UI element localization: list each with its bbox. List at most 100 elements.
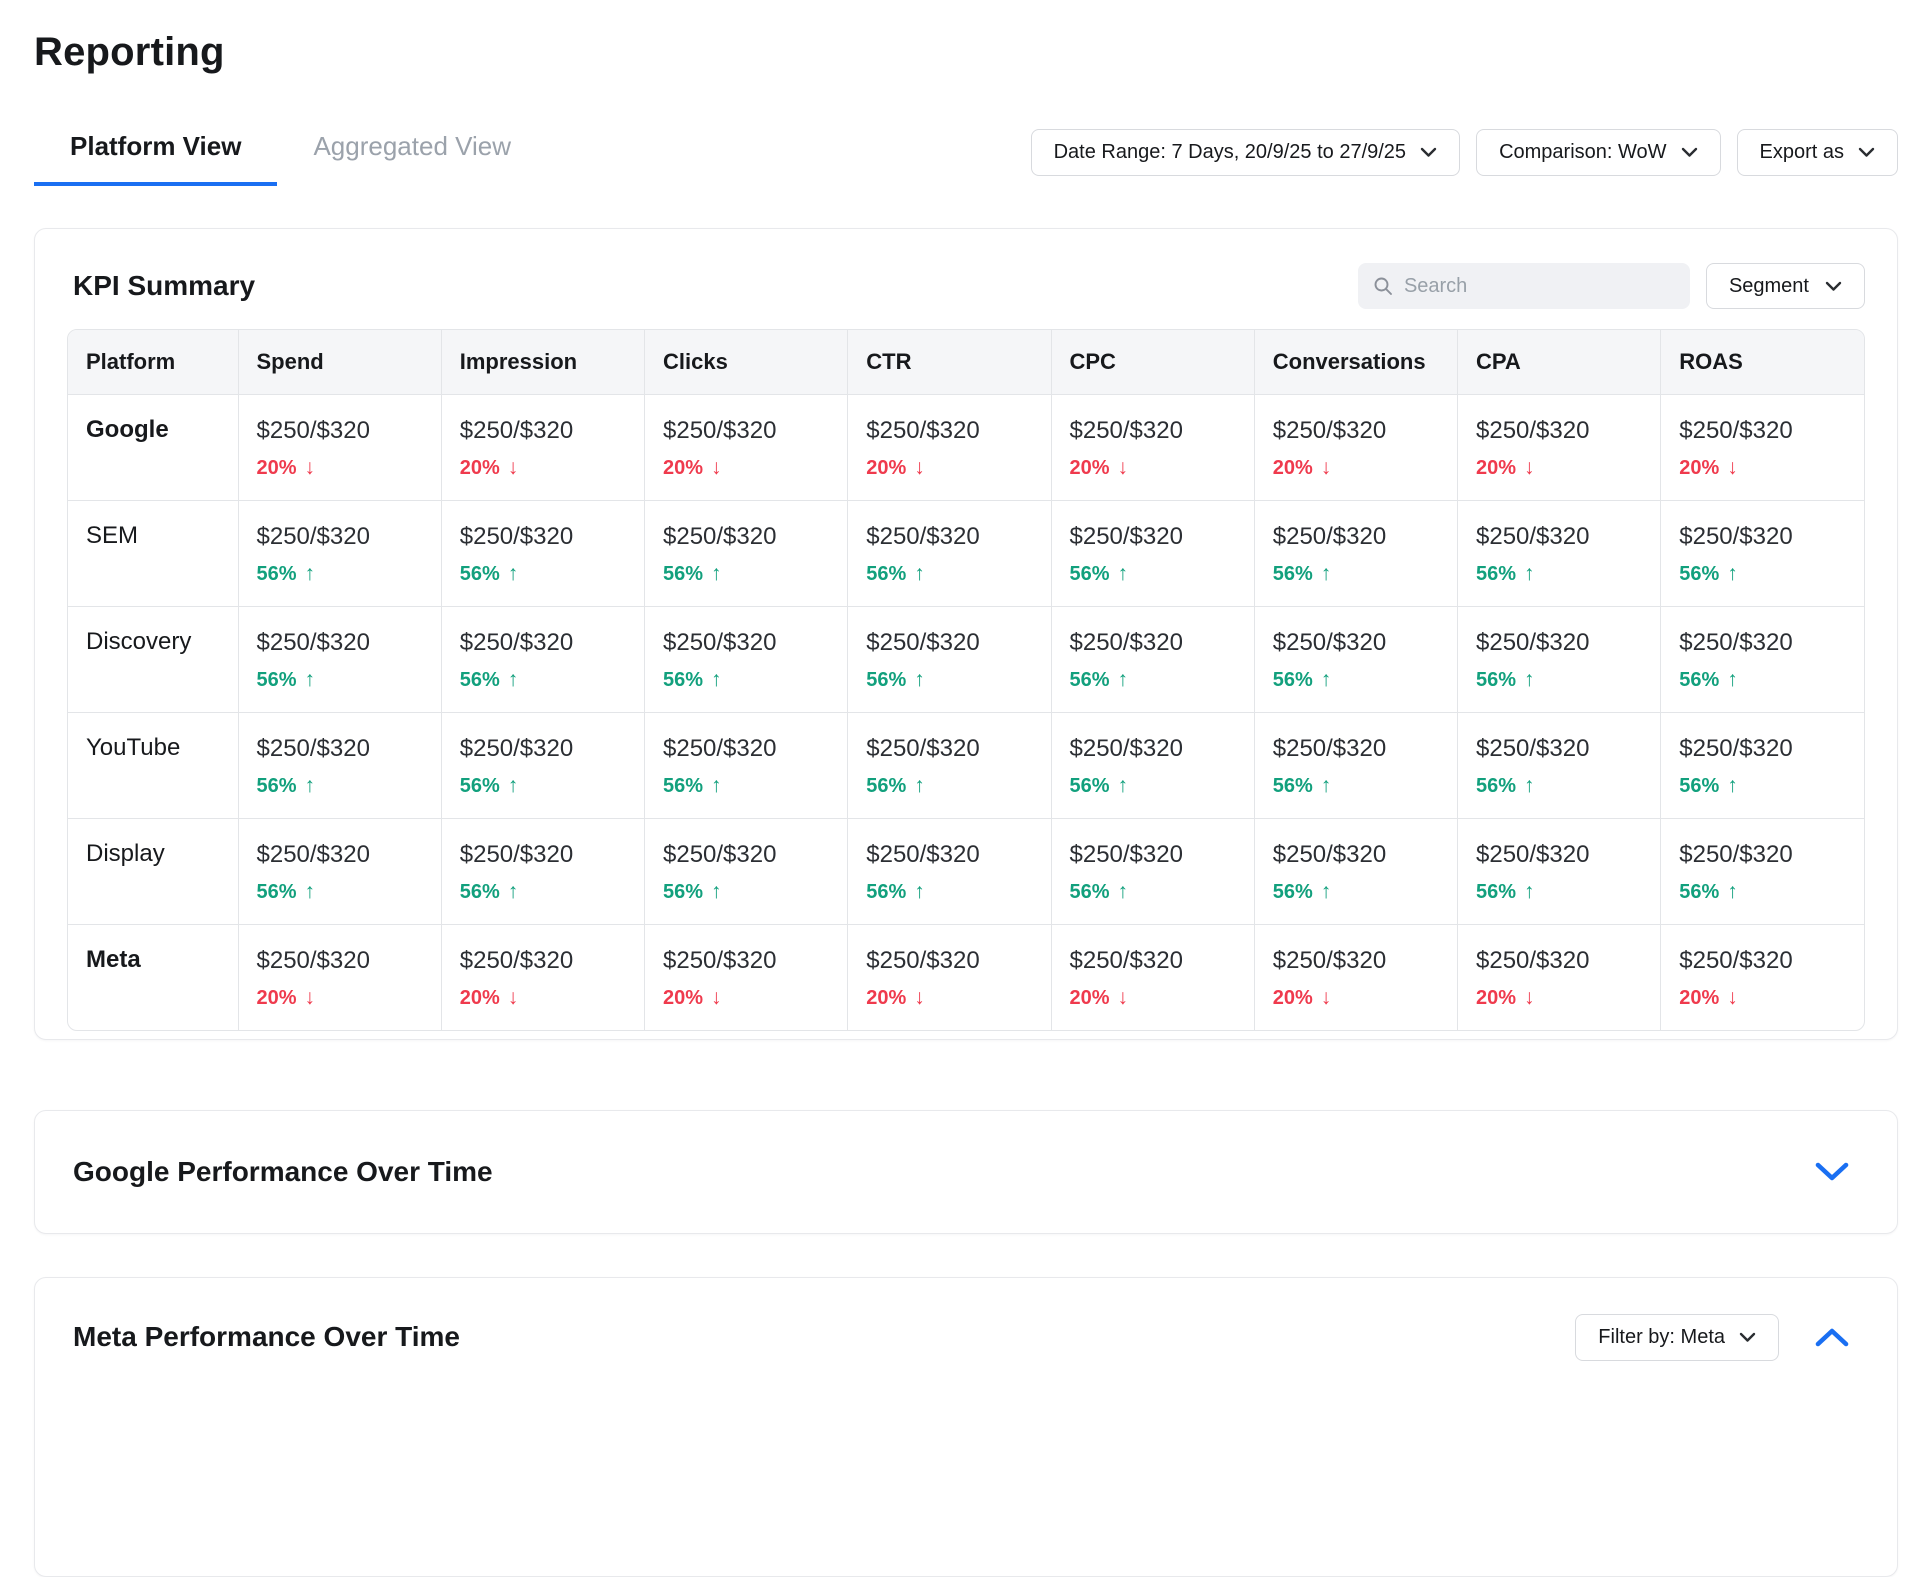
metric-cell: $250/$32056%↑ bbox=[1051, 606, 1254, 712]
change-percent: 20% bbox=[1476, 985, 1516, 1011]
change-percent: 56% bbox=[257, 773, 297, 799]
arrow-up-icon: ↑ bbox=[914, 879, 925, 905]
filter-by-dropdown[interactable]: Filter by: Meta bbox=[1575, 1314, 1779, 1361]
metric-cell: $250/$32020%↓ bbox=[441, 394, 644, 500]
metric-value: $250/$320 bbox=[1476, 734, 1650, 764]
meta-performance-header: Meta Performance Over Time bbox=[73, 1314, 460, 1361]
metric-value: $250/$320 bbox=[1679, 628, 1854, 658]
change-percent: 56% bbox=[460, 879, 500, 905]
metric-change: 20%↓ bbox=[257, 985, 431, 1011]
arrow-up-icon: ↑ bbox=[1118, 561, 1129, 587]
metric-cell: $250/$32056%↑ bbox=[1051, 712, 1254, 818]
arrow-down-icon: ↓ bbox=[1727, 455, 1738, 481]
metric-value: $250/$320 bbox=[1679, 840, 1854, 870]
metric-change: 56%↑ bbox=[460, 879, 634, 905]
change-percent: 20% bbox=[866, 985, 906, 1011]
metric-change: 56%↑ bbox=[257, 773, 431, 799]
toolbar-controls: Date Range: 7 Days, 20/9/25 to 27/9/25 C… bbox=[1031, 129, 1898, 186]
metric-cell: $250/$32056%↑ bbox=[1458, 712, 1661, 818]
chevron-up-icon[interactable] bbox=[1815, 1328, 1849, 1347]
kpi-summary-header: KPI Summary Segment bbox=[67, 263, 1865, 309]
metric-change: 56%↑ bbox=[460, 773, 634, 799]
chevron-down-icon bbox=[1681, 147, 1698, 158]
arrow-up-icon: ↑ bbox=[1321, 561, 1332, 587]
metric-change: 56% ↑ bbox=[1273, 667, 1447, 693]
meta-performance-title: Meta Performance Over Time bbox=[73, 1321, 460, 1353]
metric-value: $250/$320 bbox=[1679, 946, 1854, 976]
search-input[interactable] bbox=[1404, 275, 1676, 298]
change-percent: 56% bbox=[663, 667, 703, 693]
metric-value: $250/$320 bbox=[257, 946, 431, 976]
arrow-down-icon: ↓ bbox=[914, 455, 925, 481]
metric-cell: $250/$320 20%↓ bbox=[848, 394, 1051, 500]
arrow-down-icon: ↓ bbox=[1524, 455, 1535, 481]
metric-cell: $250/$32056%↑ bbox=[1051, 500, 1254, 606]
metric-cell: $250/$32056%↑ bbox=[1051, 818, 1254, 924]
metric-cell: $250/$32020%↓ bbox=[645, 394, 848, 500]
metric-change: 56%↑ bbox=[663, 879, 837, 905]
arrow-down-icon: ↓ bbox=[1321, 985, 1332, 1011]
table-row-display: Display$250/$32056%↑$250/$32056%↑$250/$3… bbox=[68, 818, 1864, 924]
metric-value: $250/$320 bbox=[1476, 946, 1650, 976]
metric-value: $250/$320 bbox=[460, 840, 634, 870]
metric-change: 56%↑ bbox=[1476, 879, 1650, 905]
metric-change: 56%↑ bbox=[1070, 879, 1244, 905]
metric-change: 56%↑ bbox=[1273, 879, 1447, 905]
comparison-dropdown[interactable]: Comparison: WoW bbox=[1476, 129, 1720, 176]
metric-cell: $250/$32056%↑ bbox=[848, 818, 1051, 924]
change-percent: 56% bbox=[1679, 667, 1719, 693]
metric-change: 20%↓ bbox=[866, 455, 1040, 481]
export-as-dropdown[interactable]: Export as bbox=[1737, 129, 1898, 176]
change-percent: 56% bbox=[460, 773, 500, 799]
change-percent: 20% bbox=[1273, 455, 1313, 481]
metric-change: 56%↑ bbox=[663, 561, 837, 587]
metric-cell: $250/$32056%↑ bbox=[848, 712, 1051, 818]
arrow-up-icon: ↑ bbox=[1321, 667, 1332, 693]
metric-change: 56%↑ bbox=[1679, 879, 1854, 905]
kpi-table-wrap: PlatformSpendImpressionClicksCTRCPCConve… bbox=[67, 329, 1865, 1031]
change-percent: 56% bbox=[1273, 667, 1313, 693]
segment-label: Segment bbox=[1729, 275, 1809, 298]
google-performance-section: Google Performance Over Time bbox=[34, 1110, 1898, 1234]
arrow-down-icon: ↓ bbox=[1321, 455, 1332, 481]
change-percent: 56% bbox=[663, 879, 703, 905]
tab-platform-view[interactable]: Platform View bbox=[34, 121, 277, 186]
arrow-up-icon: ↑ bbox=[1727, 561, 1738, 587]
metric-value: $250/$320 bbox=[460, 416, 634, 446]
platform-cell: Google bbox=[68, 394, 238, 500]
reporting-page: Reporting Platform View Aggregated View … bbox=[0, 30, 1932, 1577]
search-box bbox=[1358, 263, 1690, 309]
arrow-up-icon: ↑ bbox=[1118, 773, 1129, 799]
metric-cell: $250/$32020%↓ bbox=[1051, 924, 1254, 1030]
chevron-down-icon[interactable] bbox=[1815, 1162, 1849, 1181]
change-percent: 56% bbox=[1070, 773, 1110, 799]
metric-value: $250/$320 bbox=[257, 628, 431, 658]
metric-cell: $250/$32056%↑ bbox=[645, 712, 848, 818]
metric-change: 56%↑ bbox=[866, 561, 1040, 587]
metric-change: 56%↑ bbox=[663, 773, 837, 799]
column-header-cpa: CPA bbox=[1458, 330, 1661, 394]
metric-change: 56%↑ bbox=[663, 667, 837, 693]
metric-change: 56%↑ bbox=[1476, 561, 1650, 587]
arrow-up-icon: ↑ bbox=[1727, 773, 1738, 799]
metric-cell: $250/$32020%↓ bbox=[848, 924, 1051, 1030]
change-percent: 56% bbox=[460, 561, 500, 587]
tab-aggregated-view[interactable]: Aggregated View bbox=[277, 121, 547, 186]
metric-value: $250/$320 bbox=[866, 416, 1040, 446]
metric-cell: $250/$32056%↑ bbox=[1661, 500, 1864, 606]
change-percent: 56% bbox=[1273, 879, 1313, 905]
metric-cell: $250/$32020%↓ bbox=[1254, 394, 1457, 500]
metric-cell: $250/$32056%↑ bbox=[1458, 606, 1661, 712]
arrow-down-icon: ↓ bbox=[1524, 985, 1535, 1011]
change-percent: 20% bbox=[663, 985, 703, 1011]
metric-value: $250/$320 bbox=[1679, 416, 1854, 446]
kpi-table: PlatformSpendImpressionClicksCTRCPCConve… bbox=[68, 330, 1864, 1030]
metric-cell: $250/$32056%↑ bbox=[1254, 712, 1457, 818]
segment-dropdown[interactable]: Segment bbox=[1706, 263, 1865, 309]
change-percent: 20% bbox=[1476, 455, 1516, 481]
table-row-sem: SEM$250/$32056%↑$250/$32056%↑$250/$32056… bbox=[68, 500, 1864, 606]
metric-value: $250/$320 bbox=[257, 416, 431, 446]
chevron-down-icon bbox=[1420, 147, 1437, 158]
metric-cell: $250/$320 20%↓ bbox=[238, 924, 441, 1030]
date-range-dropdown[interactable]: Date Range: 7 Days, 20/9/25 to 27/9/25 bbox=[1031, 129, 1460, 176]
